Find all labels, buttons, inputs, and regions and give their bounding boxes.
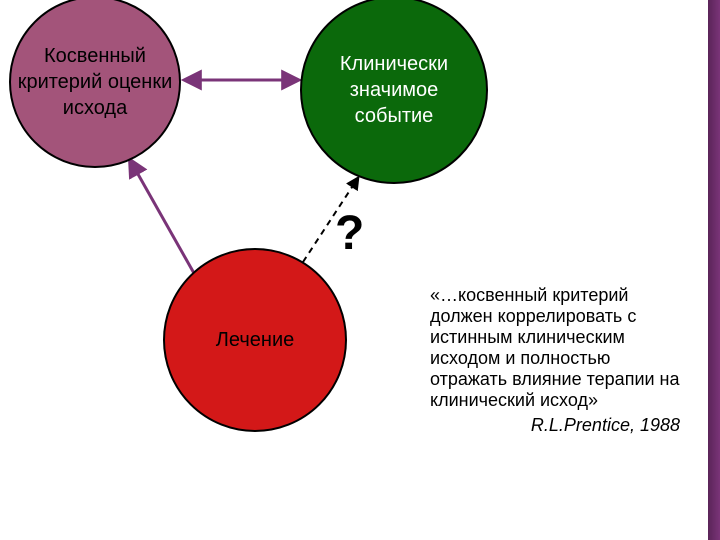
question-mark: ? [335, 206, 364, 261]
node-clinical-label: Клинически значимое событие [302, 45, 486, 135]
quote-block: «…косвенный критерий должен коррелироват… [430, 285, 680, 436]
quote-text: «…косвенный критерий должен коррелироват… [430, 285, 680, 411]
node-surrogate: Косвенный критерий оценки исхода [9, 0, 181, 168]
node-surrogate-label: Косвенный критерий оценки исхода [11, 37, 179, 127]
node-treatment: Лечение [163, 248, 347, 432]
quote-citation: R.L.Prentice, 1988 [430, 415, 680, 436]
node-treatment-label: Лечение [210, 321, 300, 359]
side-accent-bar [708, 0, 720, 540]
node-clinical: Клинически значимое событие [300, 0, 488, 184]
